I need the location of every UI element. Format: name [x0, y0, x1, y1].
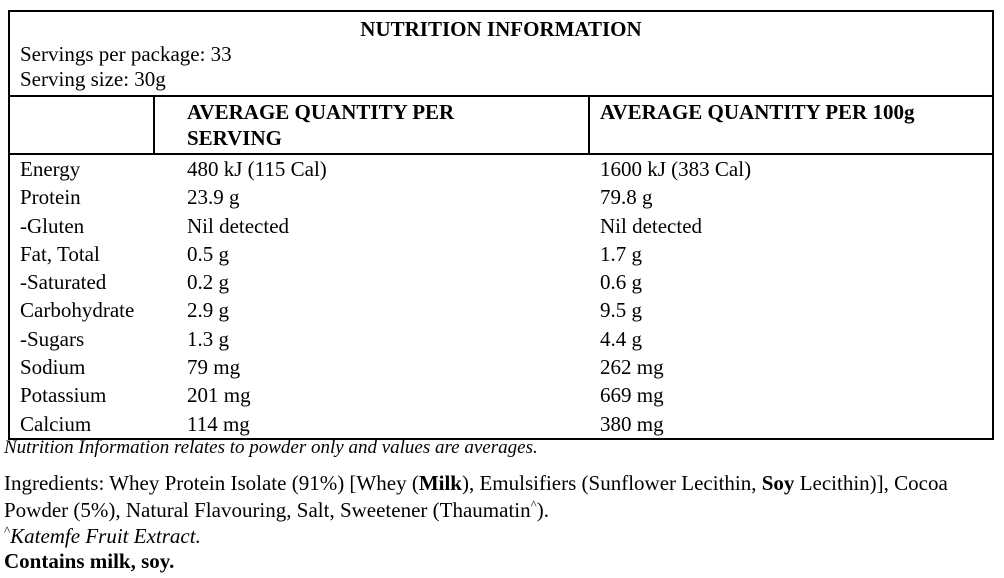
header-per-serving-label: AVERAGE QUANTITY PER SERVING: [187, 100, 455, 150]
nutrient-name: Potassium: [20, 383, 107, 408]
value-per-100g: 1600 kJ (383 Cal): [600, 157, 752, 181]
value-per-100g: 79.8 g: [600, 185, 653, 210]
panel-title: NUTRITION INFORMATION: [360, 17, 642, 41]
column-header-row: AVERAGE QUANTITY PER SERVING AVERAGE QUA…: [10, 95, 992, 155]
ingredients-paragraph: Ingredients: Whey Protein Isolate (91%) …: [4, 470, 1000, 524]
servings-per-package: Servings per package: 33: [20, 42, 232, 66]
thaumatin-footnote-caret: ^: [530, 497, 537, 512]
serving-size: Serving size: 30g: [20, 67, 166, 91]
value-per-serving: 201 mg: [187, 383, 251, 408]
nutrient-name: -Gluten: [20, 213, 85, 238]
footnotes-section: Nutrition Information relates to powder …: [4, 437, 1000, 574]
value-per-serving: 480 kJ (115 Cal): [187, 157, 327, 181]
table-row-sugars: -Sugars 1.3 g 4.4 g: [10, 325, 992, 353]
value-per-100g: 669 mg: [600, 383, 664, 408]
value-per-serving: 23.9 g: [187, 185, 240, 210]
nutrient-name: Fat, Total: [20, 241, 100, 266]
table-row-fat-total: Fat, Total 0.5 g 1.7 g: [10, 240, 992, 268]
value-per-100g: 0.6 g: [600, 270, 642, 295]
nutrient-name: Protein: [20, 185, 81, 210]
header-cell-per-serving: AVERAGE QUANTITY PER SERVING: [153, 97, 588, 153]
header-cell-per-100g: AVERAGE QUANTITY PER 100g: [588, 97, 992, 153]
table-row-sodium: Sodium 79 mg 262 mg: [10, 353, 992, 381]
katemfe-caret: ^: [4, 523, 11, 538]
ingredients-text: ).: [536, 498, 549, 522]
allergen-milk-bold: Milk: [418, 471, 462, 495]
value-per-serving: 0.5 g: [187, 241, 229, 266]
table-row-calcium: Calcium 114 mg 380 mg: [10, 410, 992, 438]
value-per-serving: 2.9 g: [187, 298, 229, 323]
value-per-100g: 380 mg: [600, 411, 664, 436]
allergen-statement: Contains milk, soy.: [4, 549, 175, 573]
allergen-soy-bold: Soy: [761, 471, 795, 495]
value-per-serving: 1.3 g: [187, 326, 229, 351]
table-row-potassium: Potassium 201 mg 669 mg: [10, 381, 992, 409]
ingredients-text: Lecithin)], Cocoa: [794, 471, 948, 495]
nutrient-table: Energy 480 kJ (115 Cal) 1600 kJ (383 Cal…: [10, 155, 992, 438]
table-row-carbohydrate: Carbohydrate 2.9 g 9.5 g: [10, 296, 992, 324]
nutrition-panel: NUTRITION INFORMATION Servings per packa…: [8, 10, 994, 440]
table-row-saturated: -Saturated 0.2 g 0.6 g: [10, 268, 992, 296]
ingredients-text: ), Emulsifiers (Sunflower Lecithin,: [461, 471, 762, 495]
ingredients-text: Powder (5%), Natural Flavouring, Salt, S…: [4, 498, 531, 522]
nutrient-name: Energy: [20, 157, 81, 181]
nutrient-name: Sodium: [20, 355, 86, 380]
nutrition-note: Nutrition Information relates to powder …: [4, 437, 538, 458]
value-per-serving: Nil detected: [187, 213, 290, 238]
value-per-serving: 114 mg: [187, 411, 250, 436]
value-per-100g: 4.4 g: [600, 326, 642, 351]
table-row-energy: Energy 480 kJ (115 Cal) 1600 kJ (383 Cal…: [10, 155, 992, 183]
header-per-100g-label: AVERAGE QUANTITY PER 100g: [600, 100, 915, 124]
value-per-100g: 9.5 g: [600, 298, 642, 323]
value-per-serving: 79 mg: [187, 355, 241, 380]
header-cell-empty: [10, 97, 153, 153]
katemfe-text: Katemfe Fruit Extract.: [10, 524, 201, 548]
ingredients-text: Ingredients: Whey Protein Isolate (91%) …: [4, 471, 419, 495]
nutrient-name: -Sugars: [20, 326, 85, 351]
value-per-serving: 0.2 g: [187, 270, 229, 295]
servings-block: Servings per package: 33 Serving size: 3…: [10, 42, 992, 95]
value-per-100g: 1.7 g: [600, 241, 642, 266]
table-row-gluten: -Gluten Nil detected Nil detected: [10, 212, 992, 240]
table-row-protein: Protein 23.9 g 79.8 g: [10, 183, 992, 211]
value-per-100g: 262 mg: [600, 355, 664, 380]
nutrient-name: -Saturated: [20, 270, 107, 295]
nutrient-name: Carbohydrate: [20, 298, 135, 323]
katemfe-footnote: ^Katemfe Fruit Extract.: [4, 524, 1000, 548]
value-per-100g: Nil detected: [600, 213, 703, 238]
nutrient-name: Calcium: [20, 411, 92, 436]
